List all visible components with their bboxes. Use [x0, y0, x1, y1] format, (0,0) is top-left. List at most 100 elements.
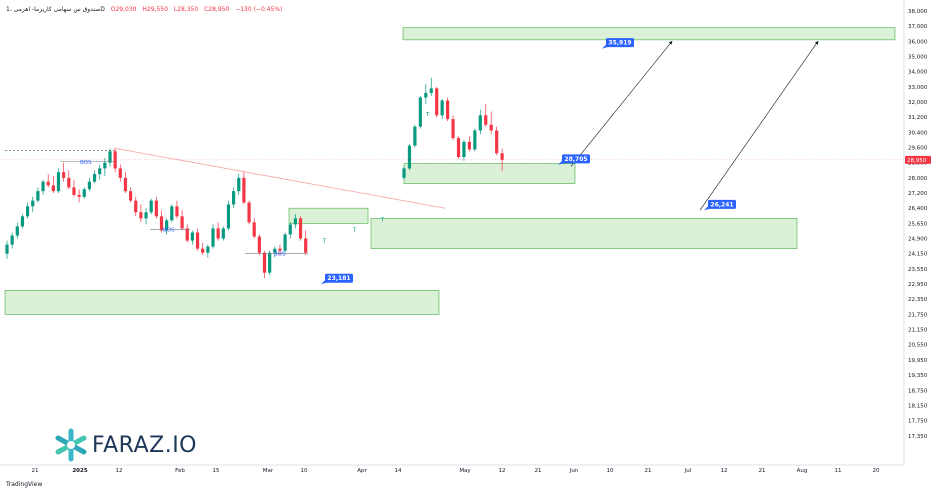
time-tick: Aug	[797, 468, 808, 474]
candle-body	[36, 191, 40, 201]
price-label-bg	[325, 273, 353, 283]
price-label-pointer	[704, 206, 711, 211]
time-tick: Mar	[263, 468, 274, 474]
time-tick: 21	[535, 468, 542, 474]
time-tick: Jul	[684, 468, 692, 474]
price-tick: 22,350	[908, 297, 928, 303]
candle-body	[149, 200, 153, 213]
price-tick: 29,600	[908, 146, 928, 152]
candle-body	[206, 246, 210, 253]
candle-body	[288, 224, 292, 235]
demand-zones	[4, 27, 896, 315]
price-label-pointer	[602, 44, 609, 49]
trendline-layer	[5, 148, 446, 209]
candle-body	[462, 141, 466, 158]
candle-body	[67, 177, 71, 188]
t-marker: T	[380, 217, 385, 223]
price-tick: 20,550	[908, 343, 928, 349]
t-marker: T	[425, 112, 430, 118]
price-axis: 38,000 37,000 36,000 35,000 34,000 33,000 32,0…	[0, 0, 931, 465]
price-label-pointer	[321, 280, 328, 285]
price-tick: 18,750	[908, 388, 928, 394]
candles-layer	[5, 77, 504, 279]
candle-body	[31, 200, 35, 207]
candle-body	[175, 206, 179, 217]
time-tick: 12	[116, 468, 123, 474]
candle-body	[478, 115, 482, 131]
candle-body	[298, 218, 303, 239]
open-value: O29,030	[110, 6, 137, 13]
candle-body	[129, 191, 133, 201]
candle-body	[87, 181, 91, 190]
candle-body	[489, 124, 493, 131]
price-tick: 37,000	[908, 24, 928, 30]
candle-body	[15, 226, 19, 236]
candle-body	[46, 181, 50, 186]
price-tick: 32,000	[908, 100, 928, 106]
candle-body	[216, 228, 220, 239]
price-tick: 21,750	[908, 312, 928, 318]
candle-body	[252, 222, 256, 237]
time-tick: 11	[835, 468, 842, 474]
projection-arrow	[699, 40, 819, 211]
time-tick: 21	[645, 468, 652, 474]
price-tick: 21,150	[908, 328, 928, 334]
time-tick: May	[459, 468, 471, 474]
time-tick: 12	[499, 468, 506, 474]
candle-body	[134, 200, 138, 213]
chart-header: صندوق س سهامی کاریزما- اهرمی ،1D O29,030…	[6, 6, 286, 13]
candle-body	[446, 100, 450, 120]
time-tick: 2025	[72, 468, 87, 474]
high-value: H29,550	[142, 6, 168, 13]
candle-body	[113, 151, 117, 169]
candle-body	[103, 162, 107, 169]
time-tick: 21	[32, 468, 39, 474]
candle-body	[283, 234, 287, 251]
candle-body	[226, 204, 231, 229]
time-tick: 10	[301, 468, 308, 474]
candle-body	[159, 216, 164, 231]
price-label-pointer	[558, 160, 565, 165]
price-tick: 33,000	[908, 85, 928, 91]
price-tick: 17,750	[908, 419, 928, 425]
demand-zone	[402, 27, 896, 41]
symbol-title: صندوق س سهامی کاریزما- اهرمی ،1D	[6, 6, 105, 13]
price-tick: 19,350	[908, 373, 928, 379]
time-tick: Feb	[175, 468, 185, 474]
demand-zone	[288, 207, 369, 224]
bos-label: BOS	[163, 227, 175, 233]
time-tick: 12	[721, 468, 728, 474]
candle-body	[77, 194, 81, 197]
price-tick: 34,000	[908, 70, 928, 76]
bos-label: BOS	[80, 160, 92, 166]
candle-body	[123, 177, 128, 192]
price-tick: 19,950	[908, 358, 928, 364]
bos-label: BOS	[274, 252, 286, 258]
candle-body	[418, 97, 422, 127]
candle-body	[170, 206, 174, 221]
price-tick: 24,150	[908, 252, 928, 258]
price-tick: 27,200	[908, 191, 928, 197]
candle-body	[273, 248, 277, 253]
candle-body	[456, 138, 461, 158]
time-tick: 20	[873, 468, 880, 474]
candle-body	[304, 238, 308, 253]
candle-body	[10, 235, 14, 245]
low-value: L28,350	[173, 6, 199, 13]
price-tick: 17,350	[908, 434, 928, 440]
candle-body	[190, 232, 194, 241]
price-tick: 22,950	[908, 282, 928, 288]
price-tick: 18,150	[908, 403, 928, 409]
price-tick: 36,000	[908, 39, 928, 45]
time-axis: 21 2025 12 Feb 15 Mar 10 Apr 14 May 12 21 Jun 10 21 Jul…	[0, 464, 904, 474]
trendline	[115, 148, 446, 209]
candle-body	[201, 248, 205, 253]
close-value: C28,950	[204, 6, 230, 13]
annotations-layer: BOS BOS BOS T T T T 35,919 28,705 26,241 23,181	[60, 38, 819, 285]
candle-body	[82, 189, 86, 197]
price-label-text: 26,241	[710, 201, 733, 208]
candle-body	[242, 177, 246, 203]
price-tick: 28,000	[908, 176, 928, 182]
change-value: −130 (−0.45%)	[235, 6, 283, 13]
